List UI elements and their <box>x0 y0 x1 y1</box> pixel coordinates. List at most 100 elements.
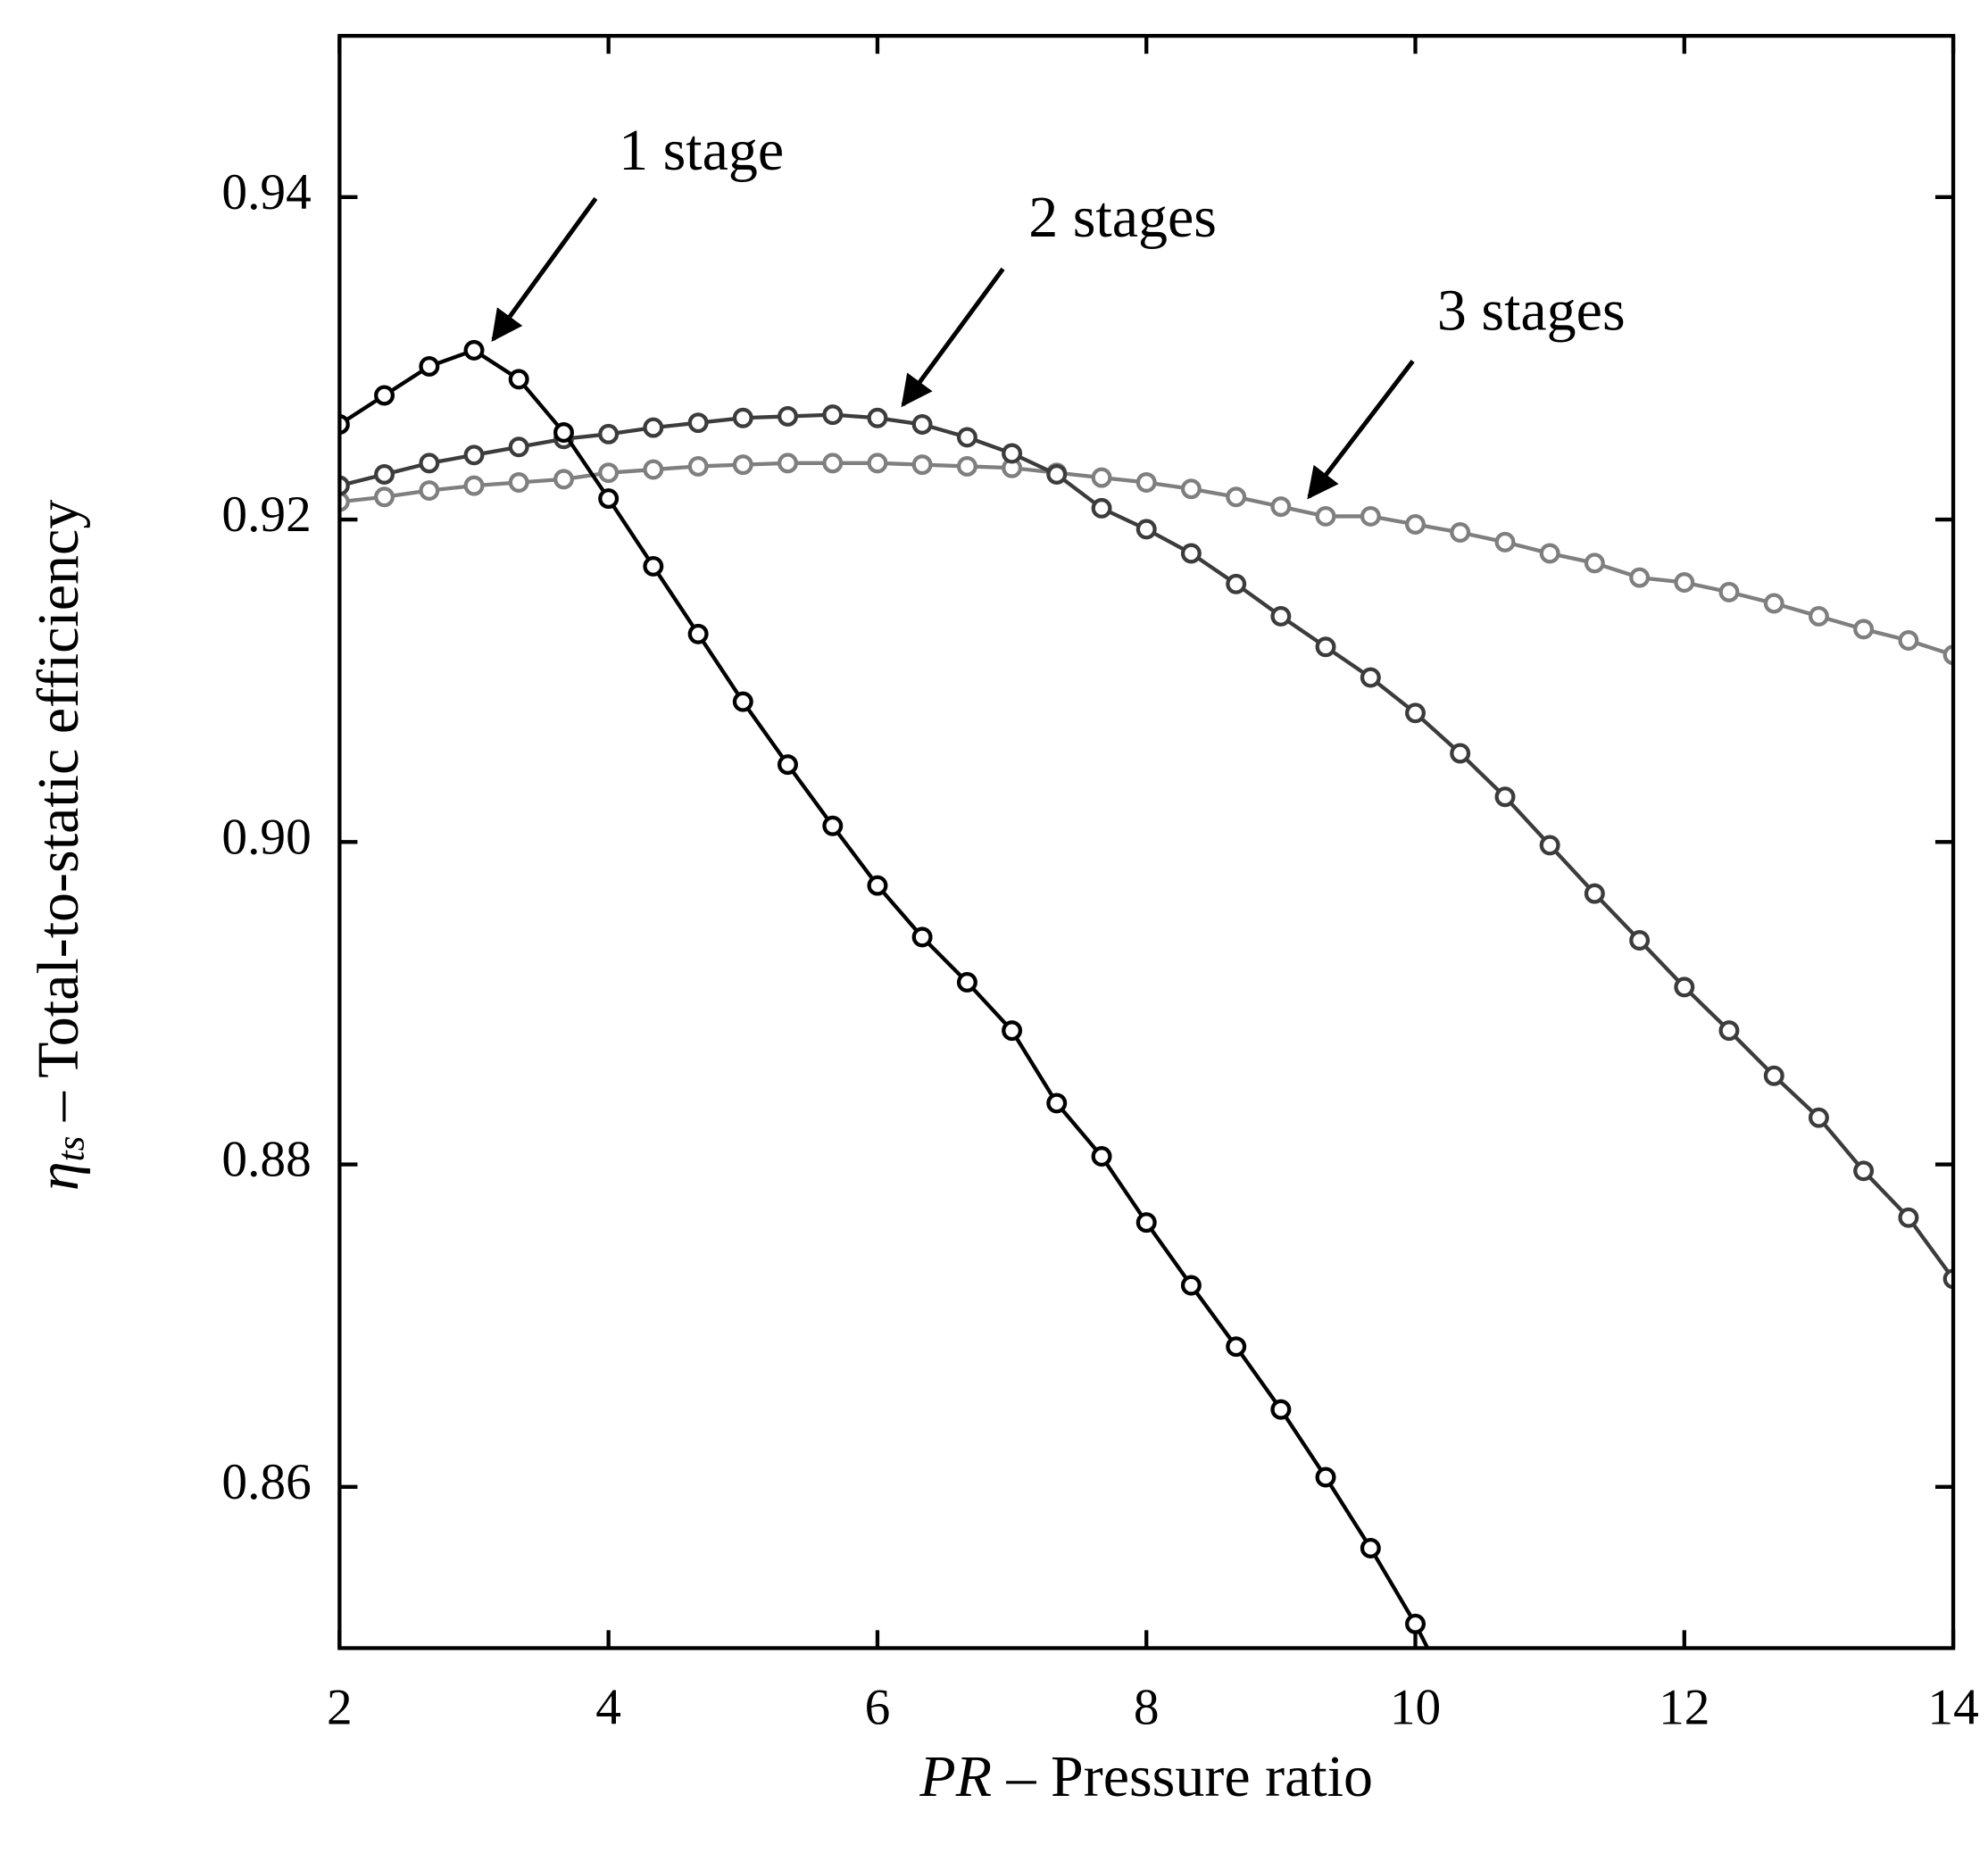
data-point <box>1091 1146 1112 1167</box>
data-point <box>822 453 844 474</box>
x-label-text: – Pressure ratio <box>992 1744 1373 1809</box>
data-point <box>1046 464 1068 485</box>
data-point <box>1360 667 1381 688</box>
data-point <box>339 414 350 435</box>
y-tick-label: 0.86 <box>221 1454 311 1510</box>
data-point <box>374 486 395 508</box>
y-tick-label: 0.88 <box>221 1132 311 1188</box>
data-point <box>1450 522 1471 543</box>
x-tick-label: 10 <box>1390 1679 1441 1735</box>
data-point <box>1226 486 1247 508</box>
data-point <box>867 453 888 474</box>
data-point <box>643 555 664 577</box>
data-point <box>777 754 798 776</box>
series-annotation: 3 stages <box>1437 278 1626 344</box>
data-point <box>1674 976 1695 998</box>
data-point <box>374 464 395 485</box>
data-point <box>1180 478 1202 500</box>
data-point <box>732 407 753 428</box>
data-point <box>374 385 395 406</box>
data-point <box>1002 443 1023 464</box>
data-point <box>1405 513 1426 535</box>
data-point <box>956 427 977 448</box>
y-tick-label: 0.92 <box>221 486 311 543</box>
data-point <box>1226 573 1247 594</box>
data-point <box>1180 1275 1202 1296</box>
data-point <box>1046 1093 1068 1114</box>
data-point <box>643 417 664 438</box>
data-point <box>777 453 798 474</box>
data-point <box>553 422 574 443</box>
data-point <box>1539 543 1560 564</box>
y-tick-label: 0.94 <box>221 164 311 220</box>
data-point <box>1270 496 1292 518</box>
data-point <box>956 455 977 477</box>
data-point <box>1002 1020 1023 1042</box>
data-point <box>463 475 485 496</box>
data-point <box>339 491 350 512</box>
data-point <box>1494 531 1516 553</box>
data-point <box>687 412 709 434</box>
data-point <box>419 355 440 377</box>
data-point <box>732 691 753 712</box>
data-point <box>1405 702 1426 724</box>
data-point <box>1539 835 1560 856</box>
x-tick-label: 14 <box>1927 1679 1978 1735</box>
x-tick-label: 6 <box>865 1679 891 1735</box>
y-label-text: – Total-to-static efficiency <box>26 500 91 1136</box>
data-point <box>1942 644 1954 666</box>
data-point <box>463 445 485 466</box>
data-point <box>339 475 350 496</box>
data-point <box>867 875 888 896</box>
data-point <box>1360 505 1381 527</box>
data-point <box>687 623 709 644</box>
x-label-symbol: PR <box>919 1744 992 1809</box>
data-point <box>1853 1160 1875 1182</box>
data-point <box>598 462 620 484</box>
data-point <box>1450 743 1471 764</box>
data-point <box>1763 593 1784 614</box>
data-point <box>1808 605 1829 627</box>
data-point <box>911 454 933 476</box>
data-point <box>1494 786 1516 808</box>
data-point <box>598 423 620 445</box>
x-tick-label: 8 <box>1134 1679 1160 1735</box>
plot-area <box>339 339 1954 1721</box>
data-point <box>643 459 664 480</box>
data-point <box>508 369 529 390</box>
data-point <box>1270 605 1292 627</box>
data-point <box>1853 619 1875 640</box>
data-point <box>1360 1537 1381 1558</box>
data-point <box>1584 553 1605 574</box>
annotation-arrow <box>901 267 1005 408</box>
series-line <box>339 412 1954 1281</box>
data-point <box>822 815 844 836</box>
data-point <box>911 414 933 435</box>
data-point <box>1315 1467 1336 1488</box>
data-point <box>1270 1399 1292 1420</box>
data-point <box>1718 1020 1740 1042</box>
data-point <box>1135 1212 1157 1234</box>
data-point <box>1091 497 1112 519</box>
data-point <box>1135 472 1157 493</box>
data-point <box>867 407 888 428</box>
data-point <box>822 404 844 426</box>
data-point <box>508 472 529 493</box>
data-point <box>1315 636 1336 658</box>
data-point <box>1584 883 1605 904</box>
data-point <box>419 480 440 502</box>
y-label-subscript: ts <box>50 1136 92 1162</box>
data-point <box>732 454 753 476</box>
data-point <box>1763 1065 1784 1086</box>
data-point <box>1674 572 1695 593</box>
data-point <box>1808 1107 1829 1128</box>
data-point <box>1451 1704 1468 1721</box>
data-point <box>1898 1207 1919 1228</box>
data-point <box>463 339 485 361</box>
y-tick-label: 0.90 <box>221 809 311 865</box>
data-point <box>1718 581 1740 602</box>
data-point <box>1315 505 1336 527</box>
data-point <box>777 405 798 427</box>
x-tick-label: 2 <box>327 1679 353 1735</box>
annotation-arrow <box>491 196 598 343</box>
